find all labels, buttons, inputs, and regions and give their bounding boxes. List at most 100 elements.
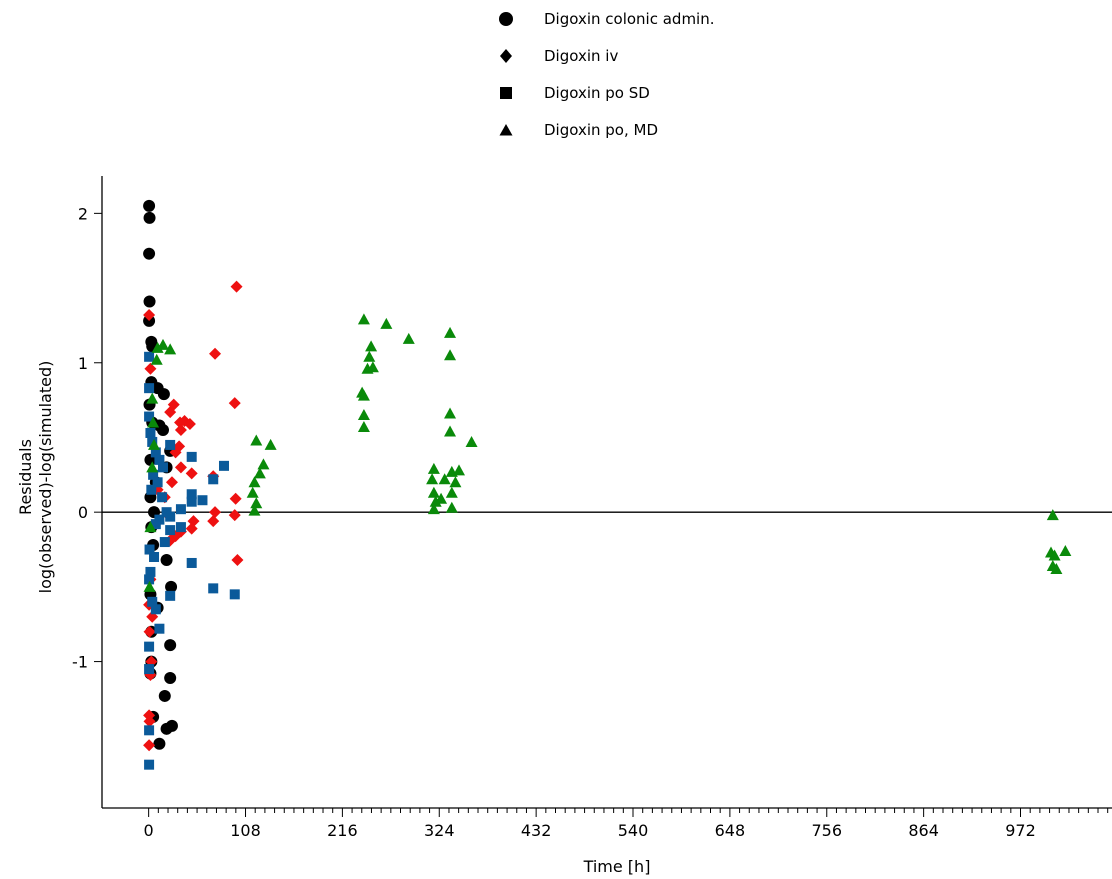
data-point-diamond [143,739,156,752]
legend-triangle-marker [499,124,513,136]
data-point-triangle [146,461,159,473]
data-point-square [144,641,155,652]
data-point-triangle [264,438,277,450]
data-point-triangle [444,349,457,361]
legend-diamond-marker [500,49,512,63]
legend-label-colonic: Digoxin colonic admin. [544,10,715,28]
data-point-square [218,460,229,471]
data-point-triangle [253,467,266,479]
data-point-square [154,454,165,465]
data-point-triangle [445,465,458,477]
data-point-triangle [250,497,263,509]
data-point-square [144,544,155,555]
data-point-square [150,447,161,458]
data-point-diamond [228,509,241,522]
data-point-square [145,566,156,577]
data-point-square [144,759,155,770]
data-point-square [152,477,163,488]
data-point-triangle [449,476,462,488]
data-point-diamond [174,423,187,436]
data-point-square [161,507,172,518]
data-point-triangle [1048,549,1061,561]
data-point-triangle [257,458,270,470]
data-point-circle [160,553,173,566]
x-tick-label: 432 [521,821,552,840]
data-point-triangle [438,473,451,485]
data-point-square [148,469,159,480]
legend-circle-marker [499,12,513,26]
data-point-triangle [357,389,370,401]
data-point-diamond [209,347,222,360]
data-point-triangle [357,313,370,325]
data-point-triangle [151,341,164,353]
data-point-triangle [427,462,440,474]
data-point-triangle [250,434,263,446]
data-point-square [145,427,156,438]
data-point-triangle [148,438,161,450]
data-point-circle [165,719,178,732]
data-point-triangle [357,421,370,433]
x-axis-title: Time [h] [583,857,651,876]
data-point-diamond [174,461,187,474]
data-point-triangle [164,343,177,355]
data-point-square [175,504,186,515]
data-point-circle [164,672,177,685]
data-point-square [208,474,219,485]
data-point-square [165,439,176,450]
data-point-square [146,484,157,495]
legend-square-marker [500,87,512,99]
data-point-triangle [465,435,478,447]
data-point-triangle [365,340,378,352]
x-tick-label: 864 [908,821,939,840]
data-point-square [165,590,176,601]
data-point-square [186,496,197,507]
data-point-square [165,525,176,536]
data-point-triangle [1050,562,1063,574]
data-point-diamond [144,362,157,375]
x-tick-label: 216 [327,821,358,840]
data-point-triangle [445,486,458,498]
data-point-triangle [402,332,415,344]
data-point-diamond [185,467,198,480]
data-point-square [150,604,161,615]
data-point-triangle [156,338,169,350]
data-point-triangle [452,464,465,476]
data-point-triangle [357,409,370,421]
data-point-triangle [246,486,259,498]
data-point-diamond [230,280,243,293]
data-point-triangle [426,473,439,485]
data-point-diamond [143,715,156,728]
data-point-square [144,383,155,394]
data-point-circle [158,689,171,702]
x-axis: 0 108 216 324 432 540 648 756 864 972 [144,808,1109,840]
data-point-square [157,492,168,503]
data-point-diamond [207,515,220,528]
data-point-triangle [147,416,160,428]
data-point-triangle [248,504,261,516]
data-points [143,199,1072,770]
data-point-diamond [229,492,242,505]
plot-frame [101,176,1112,809]
data-point-triangle [144,521,157,533]
data-point-triangle [146,392,159,404]
data-point-square [175,522,186,533]
data-point-square [208,583,219,594]
data-point-square [144,725,155,736]
data-point-diamond [167,398,180,411]
data-point-diamond [231,553,244,566]
data-point-diamond [143,625,156,638]
legend-label-po-md: Digoxin po, MD [544,121,659,139]
data-point-diamond [228,397,241,410]
x-tick-label: 324 [424,821,455,840]
data-point-circle [157,388,170,401]
data-point-diamond [143,308,156,321]
data-point-square [157,462,168,473]
x-tick-label: 108 [230,821,261,840]
data-point-circle [156,423,169,436]
y-axis-title-line1: Residuals [16,439,35,515]
data-point-circle [164,639,177,652]
y-tick-label: 0 [78,503,88,522]
data-point-square [186,489,197,500]
data-point-diamond [209,506,222,519]
data-point-square [144,664,155,675]
